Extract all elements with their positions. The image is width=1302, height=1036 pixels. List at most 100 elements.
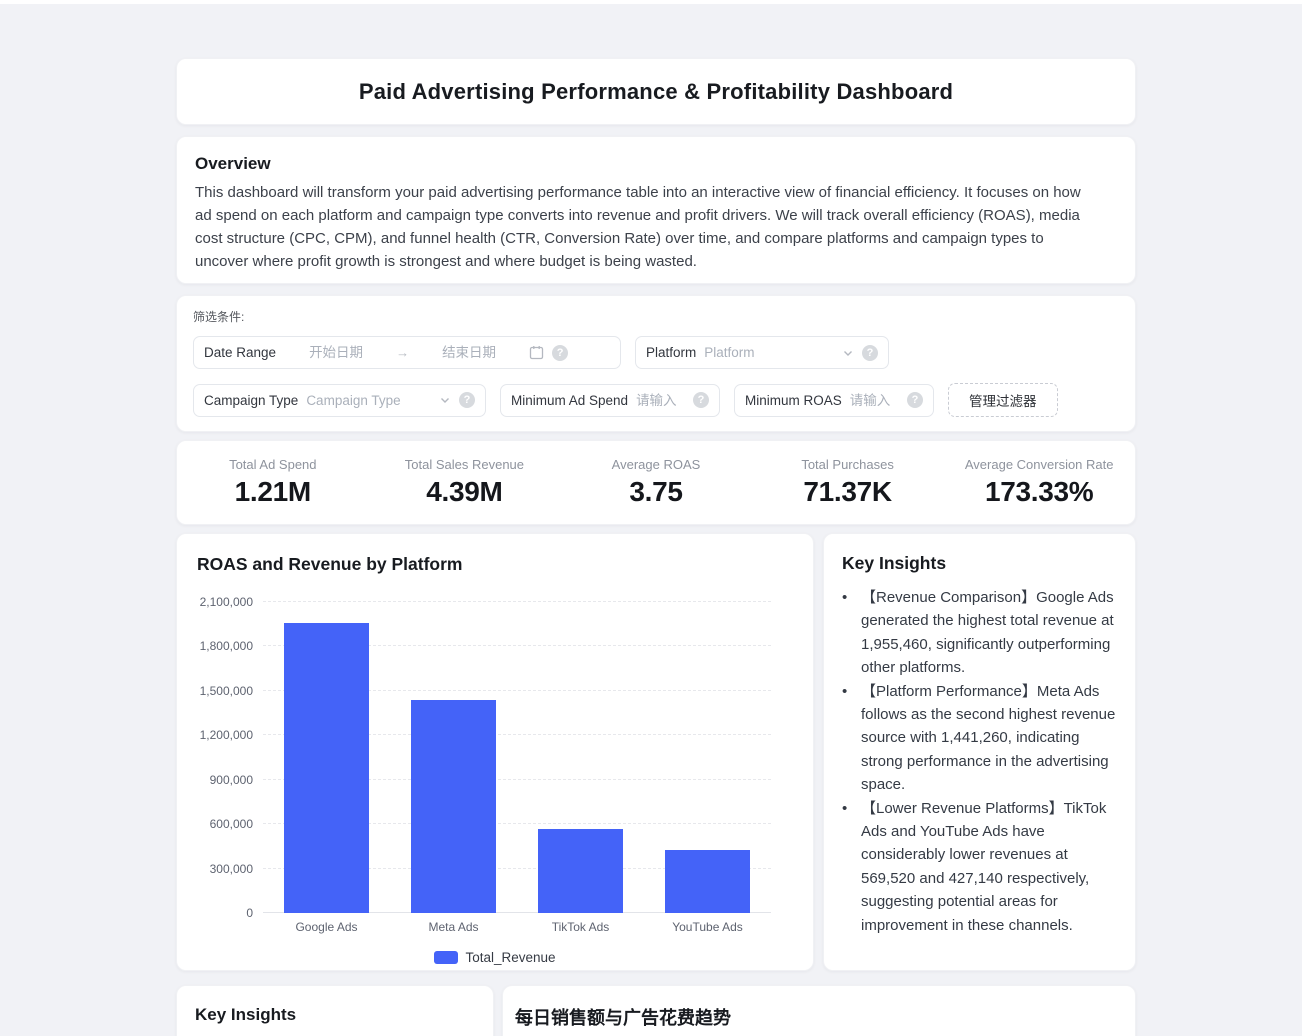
bar-slot xyxy=(517,602,644,913)
page-title: Paid Advertising Performance & Profitabi… xyxy=(358,78,954,104)
key-insights-card: Key Insights • 【Revenue Comparison】Googl… xyxy=(823,533,1136,971)
campaign-type-label: Campaign Type xyxy=(204,392,299,408)
min-ad-spend-filter[interactable]: Minimum Ad Spend ? xyxy=(500,383,720,417)
filter-section-label: 筛选条件: xyxy=(193,310,245,324)
kpi-total-purchases: Total Purchases 71.37K xyxy=(752,457,944,508)
gridline xyxy=(263,601,771,602)
filter-card: 筛选条件: Date Range → ? Platform Platform ? xyxy=(176,295,1136,432)
calendar-icon xyxy=(529,345,544,360)
bottom-insights-card: Key Insights xyxy=(176,985,494,1036)
kpi-value: 173.33% xyxy=(984,476,1094,507)
help-icon[interactable]: ? xyxy=(862,344,878,361)
title-card: Paid Advertising Performance & Profitabi… xyxy=(176,58,1136,125)
gridline xyxy=(263,823,771,825)
kpi-average-conversion-rate: Average Conversion Rate 173.33% xyxy=(943,457,1135,508)
min-ad-spend-input[interactable] xyxy=(636,392,685,408)
kpi-value: 1.21M xyxy=(234,476,312,507)
x-axis-label: TikTok Ads xyxy=(551,920,610,934)
start-date-input[interactable] xyxy=(284,345,389,360)
bar-google-ads[interactable] xyxy=(283,623,370,913)
overview-heading: Overview xyxy=(195,154,271,173)
x-axis-line xyxy=(263,912,771,913)
insight-text: 【Revenue Comparison】Google Ads generated… xyxy=(861,589,1114,677)
bar-slot xyxy=(644,602,771,913)
y-tick-label: 1,800,000 xyxy=(199,639,253,654)
help-icon[interactable]: ? xyxy=(552,344,569,361)
x-axis-label: YouTube Ads xyxy=(672,920,743,934)
kpi-total-sales-revenue: Total Sales Revenue 4.39M xyxy=(369,457,561,508)
campaign-type-placeholder: Campaign Type xyxy=(306,392,401,408)
kpi-label: Total Purchases xyxy=(801,457,894,472)
bar-youtube-ads[interactable] xyxy=(664,849,751,913)
bottom-insights-heading: Key Insights xyxy=(195,1005,297,1024)
filter-row-1: Date Range → ? Platform Platform ? xyxy=(193,336,1119,369)
x-axis-labels: Google Ads Meta Ads TikTok Ads YouTube Ads xyxy=(263,920,771,934)
min-roas-input[interactable] xyxy=(849,392,899,408)
kpi-value: 3.75 xyxy=(629,476,683,507)
insight-text: 【Lower Revenue Platforms】TikTok Ads and … xyxy=(861,799,1107,934)
manage-filters-button[interactable]: 管理过滤器 xyxy=(948,383,1058,417)
x-axis-label: Google Ads xyxy=(295,920,358,934)
bar-chart-plot-area: 0 300,000 600,000 900,000 1,200,000 1,500,000… xyxy=(200,595,771,920)
x-axis-label: Meta Ads xyxy=(428,920,479,934)
bar-chart-card: ROAS and Revenue by Platform 0 300,000 600… xyxy=(176,533,814,971)
bottom-row: Key Insights 每日销售额与广告花费趋势 xyxy=(176,985,1136,1036)
insight-text: 【Platform Performance】Meta Ads follows a… xyxy=(861,682,1116,794)
kpi-card: Total Ad Spend 1.21M Total Sales Revenue… xyxy=(176,440,1136,525)
chevron-down-icon xyxy=(842,347,854,359)
bar-slot xyxy=(263,602,390,913)
range-arrow-icon: → xyxy=(396,345,410,360)
bar-slot xyxy=(390,602,517,913)
kpi-label: Total Sales Revenue xyxy=(404,457,525,472)
insight-item: • 【Platform Performance】Meta Ads follows… xyxy=(842,680,1117,797)
help-icon[interactable]: ? xyxy=(459,392,475,408)
dashboard-page: Paid Advertising Performance & Profitabi… xyxy=(176,58,1136,1036)
y-tick-label: 0 xyxy=(246,906,253,920)
insight-item: • 【Revenue Comparison】Google Ads generat… xyxy=(842,586,1117,680)
gridline xyxy=(263,689,771,691)
insights-heading: Key Insights xyxy=(842,553,947,573)
gridline xyxy=(263,734,771,736)
kpi-total-ad-spend: Total Ad Spend 1.21M xyxy=(177,457,369,508)
bullet-icon: • xyxy=(842,799,848,817)
y-tick-label: 2,100,000 xyxy=(199,595,253,609)
bar-meta-ads[interactable] xyxy=(410,699,497,913)
end-date-input[interactable] xyxy=(417,345,522,360)
date-range-filter[interactable]: Date Range → ? xyxy=(193,336,621,369)
min-roas-label: Minimum ROAS xyxy=(745,392,842,408)
min-ad-spend-label: Minimum Ad Spend xyxy=(511,392,629,408)
chart-legend[interactable]: Total_Revenue xyxy=(197,950,793,965)
gridline xyxy=(263,645,771,647)
chart-title: ROAS and Revenue by Platform xyxy=(197,554,463,574)
date-range-label: Date Range xyxy=(204,345,277,360)
kpi-label: Average ROAS xyxy=(611,457,701,472)
y-tick-label: 600,000 xyxy=(209,817,253,832)
legend-label: Total_Revenue xyxy=(465,950,556,965)
kpi-value: 4.39M xyxy=(426,476,503,507)
daily-trend-heading: 每日销售额与广告花费趋势 xyxy=(515,1008,731,1028)
help-icon[interactable]: ? xyxy=(693,392,709,408)
y-tick-label: 1,200,000 xyxy=(199,728,253,743)
help-icon[interactable]: ? xyxy=(907,392,923,408)
top-strip xyxy=(0,0,1302,4)
bar-tiktok-ads[interactable] xyxy=(537,828,624,913)
kpi-average-roas: Average ROAS 3.75 xyxy=(560,457,752,508)
platform-label: Platform xyxy=(646,345,697,360)
charts-row: ROAS and Revenue by Platform 0 300,000 600… xyxy=(176,533,1136,971)
daily-trend-card: 每日销售额与广告花费趋势 xyxy=(502,985,1136,1036)
campaign-type-filter[interactable]: Campaign Type Campaign Type ? xyxy=(193,383,486,417)
insights-list: • 【Revenue Comparison】Google Ads generat… xyxy=(842,586,1117,937)
kpi-label: Average Conversion Rate xyxy=(964,457,1114,472)
platform-filter[interactable]: Platform Platform ? xyxy=(635,336,889,369)
gridline xyxy=(263,778,771,780)
gridline xyxy=(263,867,771,869)
chevron-down-icon xyxy=(439,394,451,406)
bullet-icon: • xyxy=(842,589,848,606)
y-tick-label: 1,500,000 xyxy=(199,683,253,698)
y-tick-label: 900,000 xyxy=(209,772,253,787)
bars-group xyxy=(263,602,771,913)
y-tick-label: 300,000 xyxy=(209,861,253,876)
min-roas-filter[interactable]: Minimum ROAS ? xyxy=(734,383,934,417)
platform-placeholder: Platform xyxy=(704,345,755,360)
legend-swatch xyxy=(434,951,459,964)
